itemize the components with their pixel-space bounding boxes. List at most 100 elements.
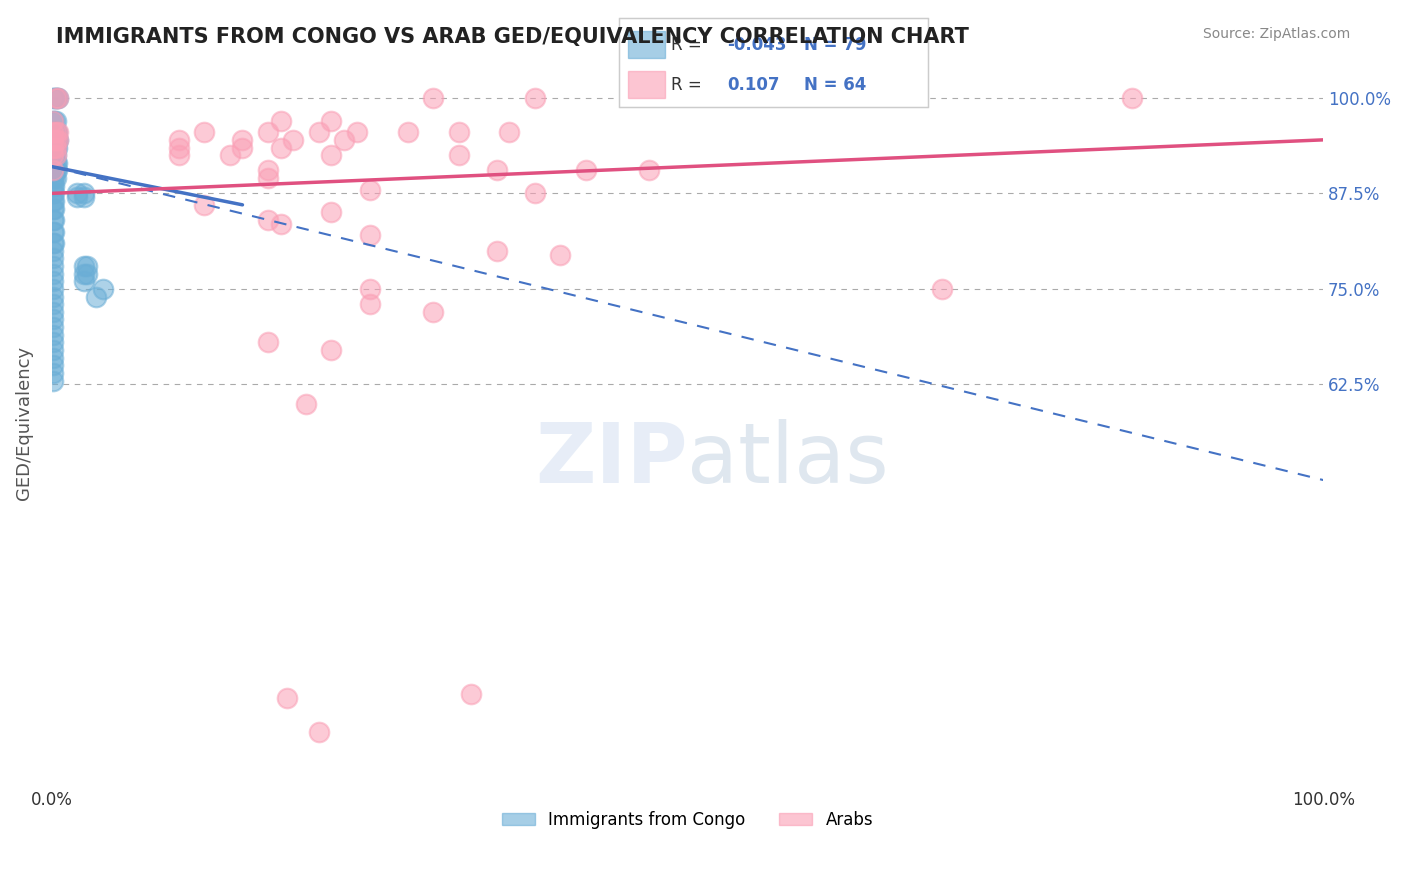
Point: [42, 133, 65, 147]
Point: [45, 133, 67, 147]
Point: [76, 259, 98, 273]
Point: [396, 125, 419, 139]
Point: [46, 125, 69, 139]
Point: [308, 125, 330, 139]
Point: [72, 186, 94, 201]
Point: [46, 91, 69, 105]
Point: [257, 335, 280, 350]
Point: [321, 205, 343, 219]
Point: [460, 687, 482, 701]
Point: [72, 190, 94, 204]
Point: [257, 163, 280, 178]
Point: [66, 190, 89, 204]
Point: [42, 305, 65, 319]
Point: [270, 113, 292, 128]
Point: [45, 163, 67, 178]
Point: [42, 186, 65, 201]
Point: [45, 91, 67, 105]
Point: [72, 259, 94, 273]
Point: [91, 282, 114, 296]
Point: [45, 125, 67, 139]
Point: [42, 125, 65, 139]
Y-axis label: GED/Equivalency: GED/Equivalency: [15, 345, 32, 500]
Point: [257, 213, 280, 227]
Point: [42, 194, 65, 208]
Point: [44, 213, 66, 227]
Point: [44, 163, 66, 178]
Point: [359, 282, 381, 296]
Point: [42, 171, 65, 186]
Point: [84, 289, 107, 303]
Text: R =: R =: [671, 36, 707, 54]
Point: [42, 312, 65, 326]
Point: [42, 156, 65, 170]
Point: [42, 113, 65, 128]
Text: 0.107: 0.107: [727, 76, 779, 94]
Point: [45, 140, 67, 154]
Point: [42, 163, 65, 178]
Point: [44, 171, 66, 186]
Point: [346, 125, 368, 139]
Point: [46, 133, 69, 147]
Point: [42, 343, 65, 357]
Point: [44, 148, 66, 162]
Point: [931, 282, 953, 296]
Point: [45, 140, 67, 154]
Point: [523, 186, 546, 201]
Point: [523, 91, 546, 105]
Point: [231, 140, 253, 154]
Point: [42, 252, 65, 266]
Point: [45, 113, 67, 128]
Point: [72, 267, 94, 281]
Point: [42, 282, 65, 296]
Point: [42, 225, 65, 239]
Point: [498, 125, 520, 139]
Point: [76, 267, 98, 281]
Point: [42, 259, 65, 273]
Point: [42, 267, 65, 281]
Point: [422, 305, 444, 319]
Point: [42, 289, 65, 303]
Point: [45, 125, 67, 139]
Point: [276, 690, 298, 705]
Point: [42, 351, 65, 365]
Point: [485, 244, 508, 258]
Point: [42, 235, 65, 250]
Point: [42, 320, 65, 334]
Point: [231, 133, 253, 147]
Point: [42, 148, 65, 162]
Point: [283, 133, 305, 147]
Text: Source: ZipAtlas.com: Source: ZipAtlas.com: [1202, 27, 1350, 41]
Point: [45, 171, 67, 186]
Point: [44, 178, 66, 193]
Point: [257, 171, 280, 186]
Point: [44, 91, 66, 105]
Point: [45, 148, 67, 162]
Point: [42, 297, 65, 311]
Point: [42, 274, 65, 288]
Point: [44, 156, 66, 170]
Point: [42, 366, 65, 380]
Point: [295, 396, 318, 410]
Point: [270, 217, 292, 231]
Point: [270, 140, 292, 154]
Text: N = 64: N = 64: [804, 76, 866, 94]
Point: [45, 156, 67, 170]
Point: [422, 91, 444, 105]
Point: [44, 113, 66, 128]
Point: [45, 163, 67, 178]
Point: [44, 133, 66, 147]
Point: [45, 133, 67, 147]
Point: [447, 125, 470, 139]
Point: [45, 148, 67, 162]
Point: [45, 133, 67, 147]
Point: [193, 125, 215, 139]
Point: [42, 163, 65, 178]
FancyBboxPatch shape: [628, 31, 665, 58]
Text: ZIP: ZIP: [534, 418, 688, 500]
Point: [72, 274, 94, 288]
Point: [45, 91, 67, 105]
Point: [44, 186, 66, 201]
Point: [308, 725, 330, 739]
Legend: Immigrants from Congo, Arabs: Immigrants from Congo, Arabs: [495, 805, 880, 836]
